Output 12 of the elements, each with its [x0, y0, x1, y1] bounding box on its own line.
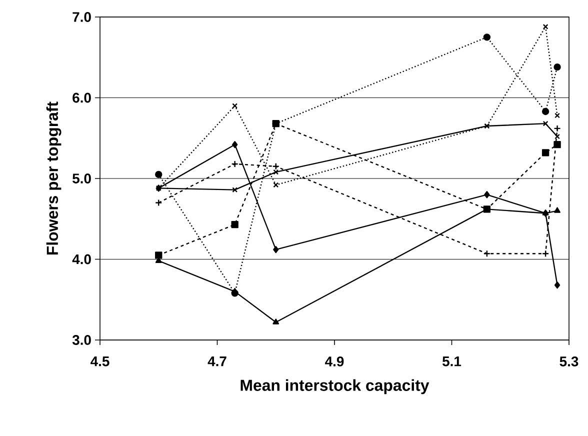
x-tick-label: 4.9: [325, 356, 344, 366]
y-tick-label: 4.0: [72, 254, 91, 264]
x-tick-label: 5.3: [560, 356, 578, 366]
y-tick-label: 6.0: [72, 92, 91, 103]
x-tick-label: 5.1: [442, 356, 462, 366]
x-tick-label: 4.5: [90, 356, 110, 366]
x-tick-label: 4.7: [208, 356, 226, 366]
y-axis-title: Flowers per topgraft: [46, 102, 62, 254]
y-tick-label: 3.0: [72, 335, 91, 345]
y-tick-label: 5.0: [72, 174, 91, 184]
x-axis-title: Mean interstock capacity: [240, 379, 430, 394]
y-tick-label: 7.0: [72, 12, 91, 22]
